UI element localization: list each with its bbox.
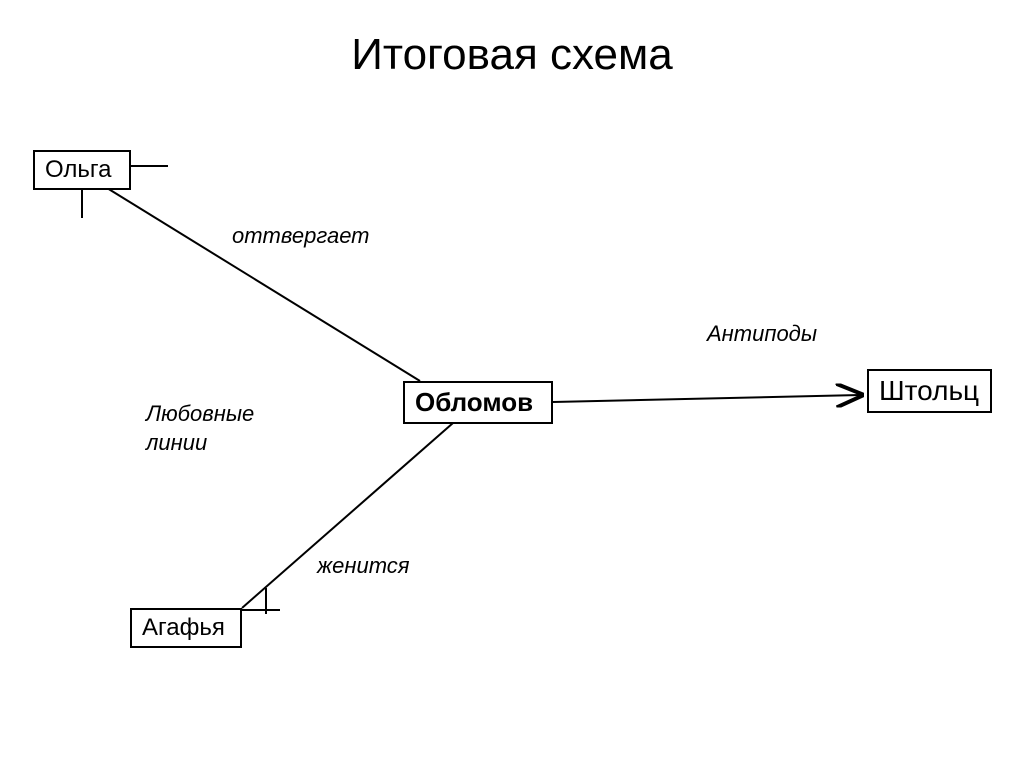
edge-label-antipodes: Антиподы <box>707 321 817 347</box>
label-lovelines: Любовныелинии <box>146 400 254 457</box>
edge-label-marries: женится <box>317 553 410 579</box>
node-olga: Ольга <box>33 150 131 190</box>
page-title: Итоговая схема <box>0 30 1024 80</box>
node-oblomov: Обломов <box>403 381 553 424</box>
node-shtolts: Штольц <box>867 369 992 413</box>
edge-label-rejects: оттвергает <box>232 223 370 249</box>
node-agafya: Агафья <box>130 608 242 648</box>
